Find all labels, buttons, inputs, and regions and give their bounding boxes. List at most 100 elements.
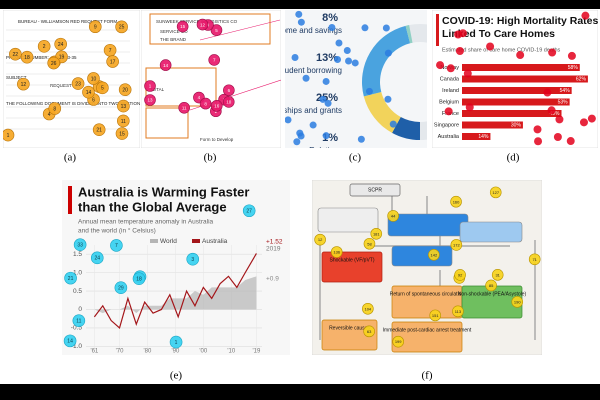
marker [159,59,172,71]
marker-label: 3 [191,257,194,263]
doc-line: BUREAU - WILLIAMSON RED REQUEST FORM [18,19,117,24]
marker [20,50,34,64]
marker-label: 13 [121,104,127,110]
marker-label: 1 [7,133,10,139]
marker [296,129,304,137]
legend-label: Australia [202,238,228,245]
bottom-band [0,384,600,400]
doc-line: SUNWEEK SERVICE & LOGISTICS CO [156,19,238,24]
marker-label: 5 [215,28,218,33]
chart-title: Australia is Warming Faster [78,184,249,199]
marker [516,51,525,60]
marker-label: 21 [96,128,102,134]
y-tick-label: 0.5 [73,288,82,295]
marker [17,77,30,91]
marker-label: 9 [94,25,97,31]
panel-a: BUREAU - WILLIAMSON RED REQUEST FORMPROJ… [3,10,140,148]
marker [186,252,200,266]
panel-b: SUNWEEK SERVICE & LOGISTICS CO SERVICE CO… [141,10,281,148]
caption: (d) [507,152,520,164]
marker [117,114,130,128]
marker-label: 1 [175,340,178,346]
marker-label: 8 [53,106,56,112]
marker-label: 8 [204,101,207,106]
marker [324,99,332,107]
marker [335,39,343,47]
marker [319,95,327,103]
marker [384,95,392,103]
marker-label: 13 [148,98,154,103]
doc-line: SUBJECT [6,75,27,80]
top-band [0,0,600,9]
marker-label: 14 [163,63,169,68]
marker-label: 15 [119,131,125,137]
marker [293,138,301,146]
node-label: Immediate post-cardiac arrest treatment [383,327,472,333]
x-tick-label: '61 [90,349,98,355]
marker-label: 33 [77,243,83,249]
chart-title: COVID-19: High Mortality Rates [442,15,599,27]
marker [328,23,336,31]
marker-label: 142 [431,252,438,257]
marker-label: 4 [48,112,51,118]
marker [343,47,351,55]
marker [110,239,123,252]
y-tick-label: 1.0 [73,269,82,276]
marker-label: 24 [58,42,64,48]
category-label: Belgium [439,99,459,105]
marker-label: 44 [391,213,396,218]
marker [242,204,256,218]
marker [384,49,392,57]
category-label: Relatives [309,146,342,155]
marker [548,48,557,57]
chart-title: than the Global Average [78,199,227,214]
marker-label: 26 [51,61,57,67]
marker [47,56,60,70]
panel-f: SCPR Shockable (VF/pVT) Return of spontane… [312,180,542,355]
node-label: SCPR [368,187,382,193]
annotation: +0.9 [266,276,279,283]
value-label: 58% [568,65,579,71]
marker [223,84,235,97]
marker [363,325,375,338]
marker-label: 19 [59,55,65,61]
category-label: Scholarships and grants [256,106,342,115]
x-tick-label: '19 [252,349,260,355]
line [93,253,257,329]
panel-c: 8% Student income and savings 13% Student b… [256,10,427,155]
marker-label: 7 [115,243,118,249]
bar [462,121,523,129]
bar [462,75,588,83]
marker-label: 6 [92,97,95,103]
marker-label: 160 [453,199,460,204]
value-label: 53% [558,100,569,106]
marker [291,53,299,61]
marker-label: 11 [182,105,187,110]
marker-label: 199 [395,339,402,344]
marker [382,24,390,32]
marker [566,137,575,146]
caption: (c) [349,152,362,164]
x-tick-label: '80 [144,349,152,355]
x-tick-label: '10 [227,349,235,355]
marker [351,59,359,67]
annotation: +1.52 [266,239,283,246]
marker [428,249,440,261]
marker [361,24,369,32]
marker [295,10,303,18]
doc-line: TOTAL [150,87,165,92]
legend-label: World [160,238,177,245]
marker [446,64,455,73]
marker-label: 18 [136,277,142,283]
marker [363,237,376,250]
marker [88,20,102,34]
marker-label: 7 [109,48,112,54]
marker-label: 1 [149,84,152,89]
marker [169,335,183,349]
marker [72,314,86,327]
marker [322,77,330,85]
marker [485,279,497,292]
marker [543,88,552,97]
marker-label: 6 [228,88,231,93]
